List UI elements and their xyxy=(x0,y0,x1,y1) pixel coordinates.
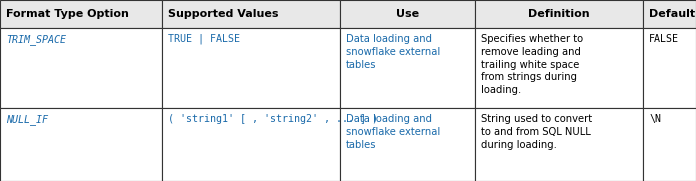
Text: TRIM_SPACE: TRIM_SPACE xyxy=(6,34,66,45)
Bar xyxy=(643,28,696,108)
Text: Specifies whether to
remove leading and
trailing white space
from strings during: Specifies whether to remove leading and … xyxy=(481,34,583,95)
Bar xyxy=(340,0,475,28)
Text: Data loading and
snowflake external
tables: Data loading and snowflake external tabl… xyxy=(346,34,441,70)
Text: String used to convert
to and from SQL NULL
during loading.: String used to convert to and from SQL N… xyxy=(481,114,592,150)
Bar xyxy=(0,108,162,181)
Bar xyxy=(0,28,162,108)
Text: Supported Values: Supported Values xyxy=(168,9,278,19)
Bar xyxy=(643,108,696,181)
Bar xyxy=(0,0,162,28)
Bar xyxy=(475,28,643,108)
Text: Use: Use xyxy=(396,9,419,19)
Bar xyxy=(162,0,340,28)
Text: NULL_IF: NULL_IF xyxy=(6,114,48,125)
Bar xyxy=(475,108,643,181)
Bar xyxy=(162,28,340,108)
Bar xyxy=(643,0,696,28)
Bar xyxy=(162,108,340,181)
Text: TRUE | FALSE: TRUE | FALSE xyxy=(168,34,240,45)
Text: FALSE: FALSE xyxy=(649,34,679,44)
Text: Definition: Definition xyxy=(528,9,590,19)
Bar xyxy=(475,0,643,28)
Text: Format Type Option: Format Type Option xyxy=(6,9,129,19)
Bar xyxy=(340,28,475,108)
Text: \N: \N xyxy=(649,114,661,124)
Bar xyxy=(340,108,475,181)
Text: Data loading and
snowflake external
tables: Data loading and snowflake external tabl… xyxy=(346,114,441,150)
Text: Default: Default xyxy=(649,9,695,19)
Text: ( 'string1' [ , 'string2' , ... ] ): ( 'string1' [ , 'string2' , ... ] ) xyxy=(168,114,378,124)
